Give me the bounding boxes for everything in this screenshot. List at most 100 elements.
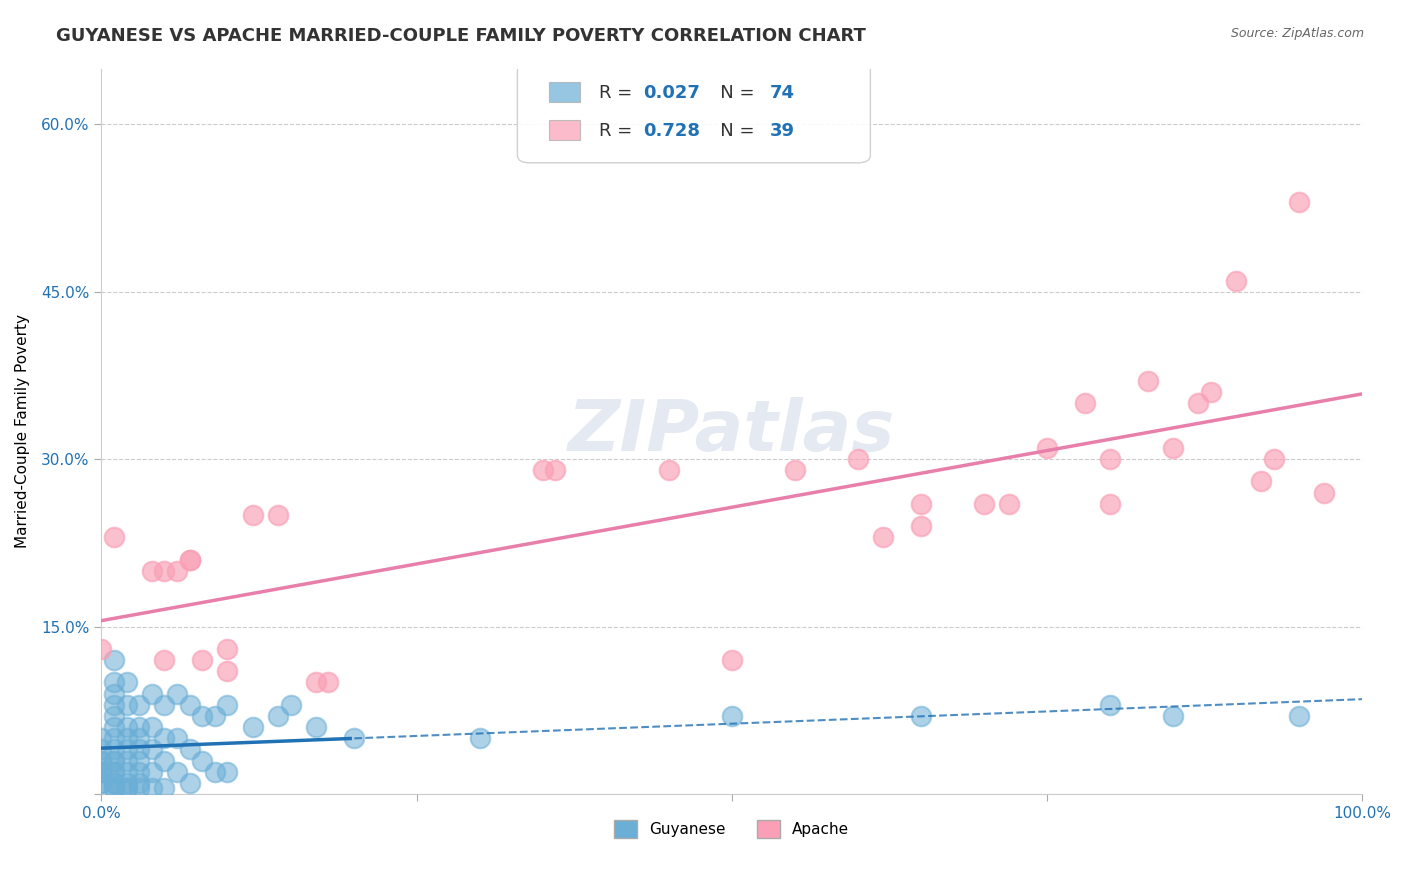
Point (191, 653, 214, 667)
Text: ZIPatlas: ZIPatlas (568, 397, 896, 466)
Point (872, 530, 894, 544)
Point (103, 530, 125, 544)
Point (204, 709, 226, 723)
FancyBboxPatch shape (548, 120, 581, 140)
Point (1250, 475, 1272, 489)
Point (305, 675, 328, 690)
Point (179, 776, 201, 790)
Point (115, 776, 138, 790)
Y-axis label: Married-Couple Family Poverty: Married-Couple Family Poverty (15, 314, 30, 549)
Point (658, 463, 681, 477)
Point (1288, 709, 1310, 723)
Point (280, 698, 302, 712)
Point (90, 764, 112, 779)
Point (90, 764, 112, 779)
Point (153, 754, 176, 768)
Point (720, 709, 742, 723)
Point (103, 781, 125, 796)
Point (783, 463, 806, 477)
Point (1199, 385, 1222, 400)
Point (1098, 698, 1121, 712)
Point (217, 764, 239, 779)
Point (103, 754, 125, 768)
Point (267, 709, 290, 723)
Point (1288, 195, 1310, 210)
Point (103, 754, 125, 768)
Point (242, 720, 264, 734)
Point (191, 709, 214, 723)
Point (90, 754, 112, 768)
Point (141, 564, 163, 578)
Text: N =: N = (703, 122, 761, 140)
Point (179, 552, 201, 566)
Point (1313, 485, 1336, 500)
Point (103, 675, 125, 690)
Point (1073, 396, 1095, 410)
Point (90, 731, 112, 746)
Point (128, 776, 150, 790)
Text: 74: 74 (769, 84, 794, 102)
Point (90, 641, 112, 656)
Point (166, 764, 188, 779)
Point (115, 742, 138, 756)
Point (115, 754, 138, 768)
Point (1187, 396, 1209, 410)
Point (305, 720, 328, 734)
Point (115, 781, 138, 796)
Legend: Guyanese, Apache: Guyanese, Apache (609, 814, 855, 845)
Point (103, 731, 125, 746)
Point (846, 452, 869, 467)
Point (973, 497, 995, 511)
Point (179, 742, 201, 756)
Point (128, 742, 150, 756)
Point (910, 497, 932, 511)
Point (1098, 497, 1121, 511)
Point (128, 764, 150, 779)
Point (103, 764, 125, 779)
Point (141, 781, 163, 796)
Text: N =: N = (703, 84, 761, 102)
Point (115, 781, 138, 796)
Point (153, 698, 176, 712)
Point (342, 731, 364, 746)
Point (141, 720, 163, 734)
Text: 39: 39 (769, 122, 794, 140)
Text: 0.728: 0.728 (644, 122, 700, 140)
Point (128, 698, 150, 712)
Point (141, 764, 163, 779)
Point (141, 687, 163, 701)
Point (1225, 274, 1247, 288)
Point (179, 698, 201, 712)
Point (166, 731, 188, 746)
Text: Source: ZipAtlas.com: Source: ZipAtlas.com (1230, 27, 1364, 40)
Point (910, 709, 932, 723)
Point (179, 552, 201, 566)
Point (128, 781, 150, 796)
Point (1161, 709, 1184, 723)
Point (1161, 441, 1184, 455)
Point (90, 776, 112, 790)
Point (115, 698, 138, 712)
Point (115, 720, 138, 734)
Point (103, 720, 125, 734)
Point (141, 742, 163, 756)
Text: 0.027: 0.027 (644, 84, 700, 102)
Point (217, 641, 239, 656)
FancyBboxPatch shape (548, 82, 581, 102)
Point (998, 497, 1021, 511)
Point (153, 564, 176, 578)
Point (204, 764, 226, 779)
Point (1036, 441, 1059, 455)
Point (910, 519, 932, 533)
Point (153, 653, 176, 667)
Point (242, 508, 264, 522)
Point (103, 742, 125, 756)
Point (166, 564, 188, 578)
Point (128, 754, 150, 768)
Text: R =: R = (599, 122, 638, 140)
Point (217, 665, 239, 679)
Point (103, 687, 125, 701)
Point (153, 731, 176, 746)
Point (267, 508, 290, 522)
Point (115, 731, 138, 746)
